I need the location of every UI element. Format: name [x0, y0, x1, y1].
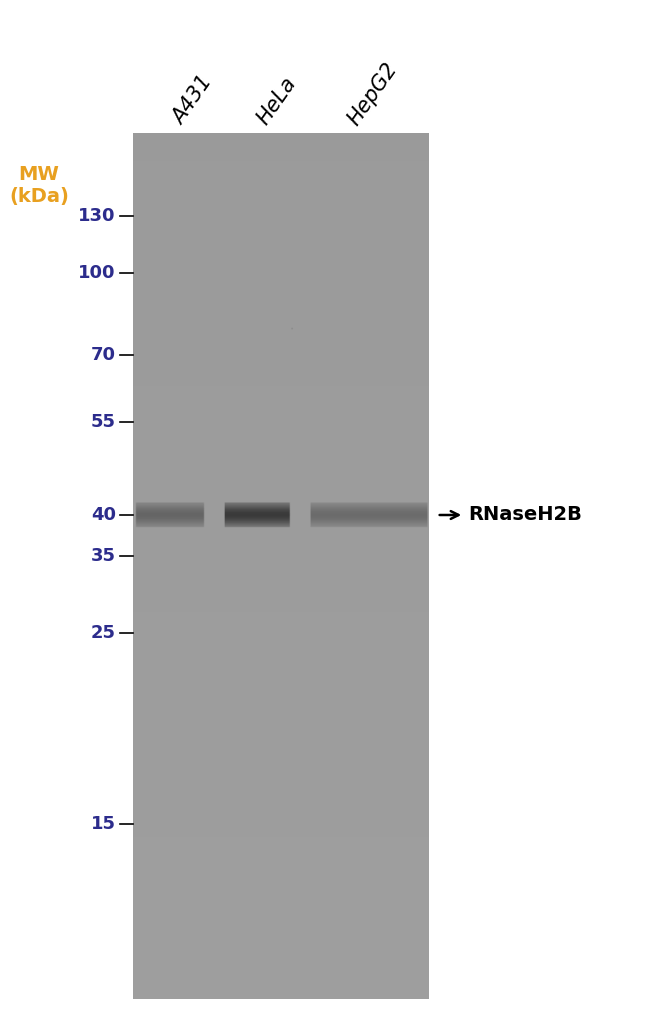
Text: 55: 55	[91, 413, 116, 432]
Text: 35: 35	[91, 547, 116, 565]
Text: 25: 25	[91, 624, 116, 643]
Text: MW
(kDa): MW (kDa)	[9, 165, 69, 206]
Text: 130: 130	[78, 207, 116, 226]
Text: 15: 15	[91, 815, 116, 833]
Text: 100: 100	[78, 264, 116, 282]
Text: 70: 70	[91, 346, 116, 365]
Text: HepG2: HepG2	[344, 59, 402, 129]
Text: HeLa: HeLa	[254, 74, 300, 129]
Text: 40: 40	[91, 506, 116, 524]
Text: RNaseH2B: RNaseH2B	[468, 506, 582, 524]
Text: A431: A431	[169, 73, 216, 129]
